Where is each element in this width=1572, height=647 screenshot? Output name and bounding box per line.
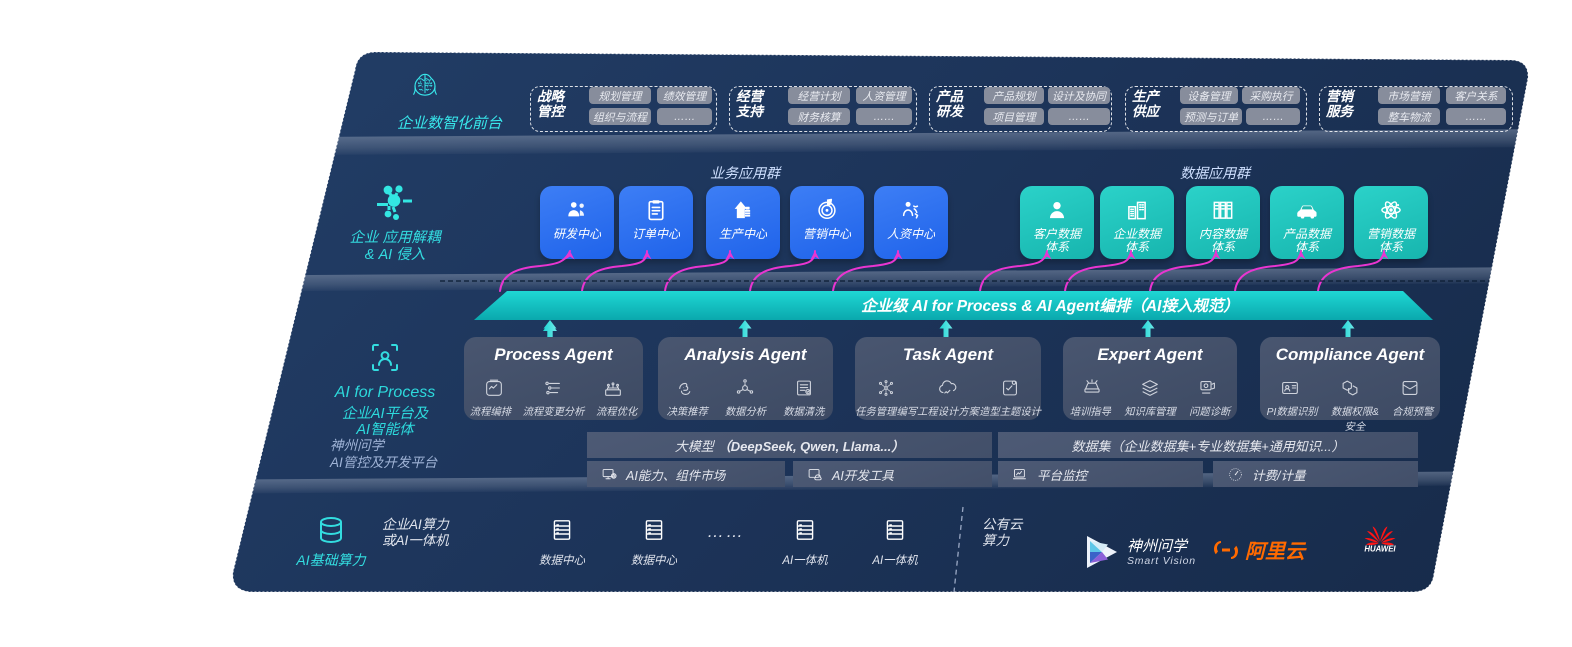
svg-text:HUAWEI: HUAWEI [1364, 545, 1396, 554]
